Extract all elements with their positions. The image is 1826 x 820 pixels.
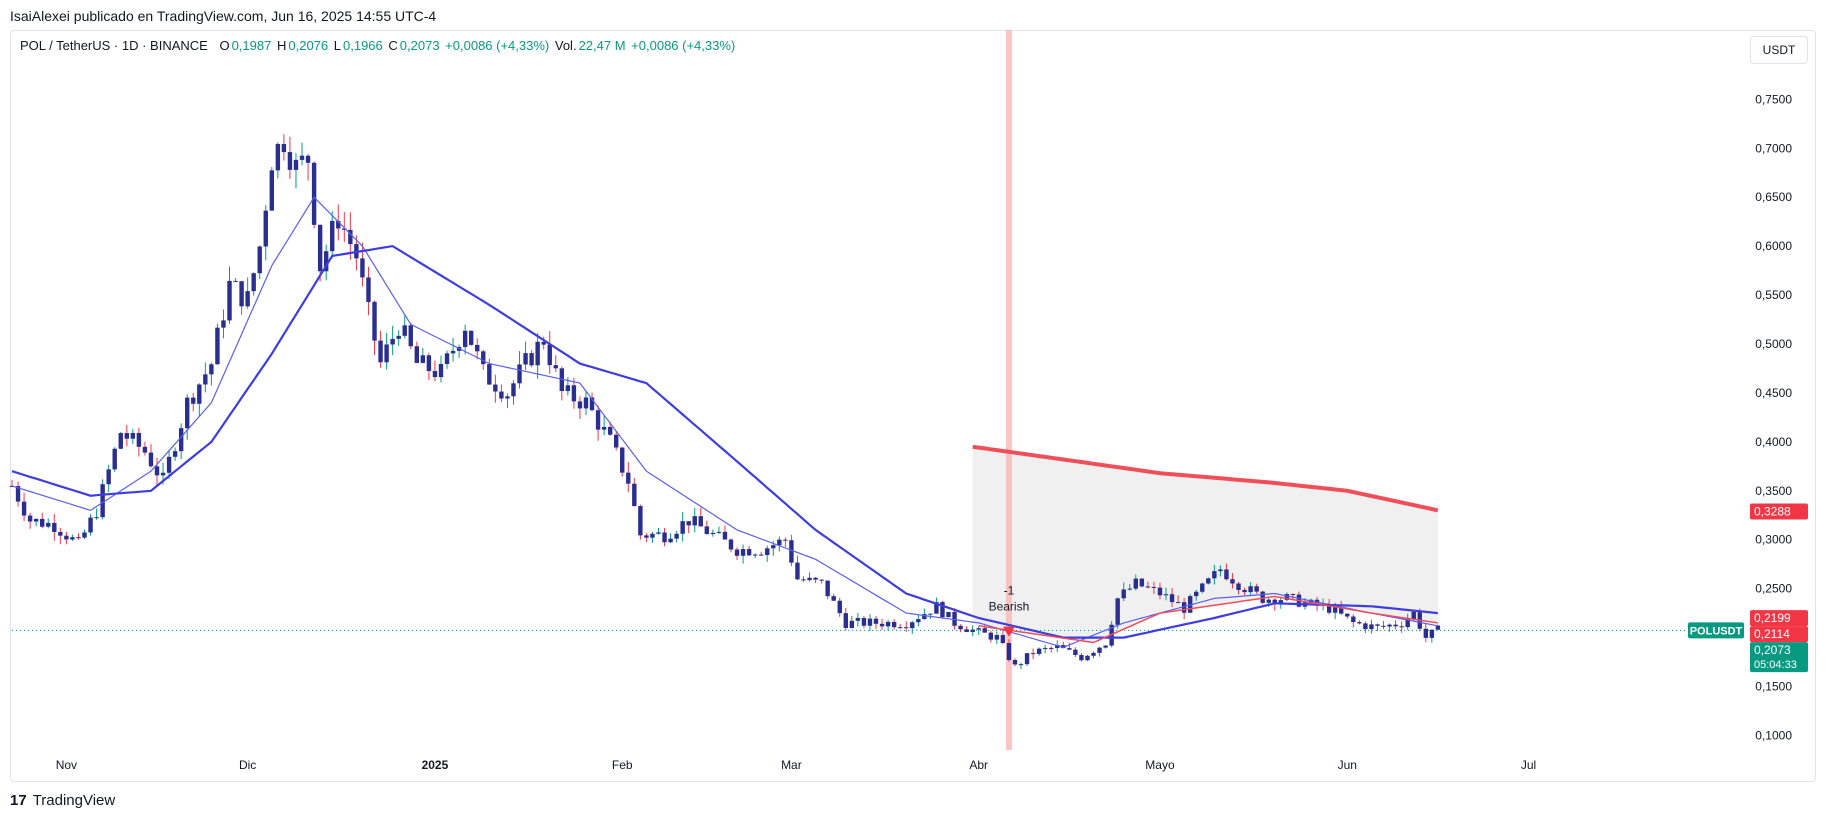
tradingview-logo: 17 <box>10 792 27 809</box>
volume-value: 22,47 M <box>578 38 626 53</box>
tradingview-brand[interactable]: 17 TradingView <box>10 792 115 809</box>
high-label: H <box>276 38 287 53</box>
publisher-line: IsaiAlexei publicado en TradingView.com,… <box>10 8 437 24</box>
close-label: C <box>388 38 398 53</box>
tradingview-name: TradingView <box>32 792 116 809</box>
low-label: L <box>333 38 341 53</box>
open-label: O <box>219 38 230 53</box>
low-value: 0,1966 <box>343 38 383 53</box>
symbol-title[interactable]: POL / TetherUS · 1D · BINANCE <box>20 38 208 53</box>
chart-panel <box>10 30 1816 782</box>
volume-label: Vol. <box>554 38 577 53</box>
volume-change: +0,0086 (+4,33%) <box>631 38 736 53</box>
high-value: 0,2076 <box>288 38 329 53</box>
change-value: +0,0086 (+4,33%) <box>445 38 550 53</box>
close-value: 0,2073 <box>399 38 440 53</box>
currency-button[interactable]: USDT <box>1750 36 1808 64</box>
open-value: 0,1987 <box>231 38 272 53</box>
